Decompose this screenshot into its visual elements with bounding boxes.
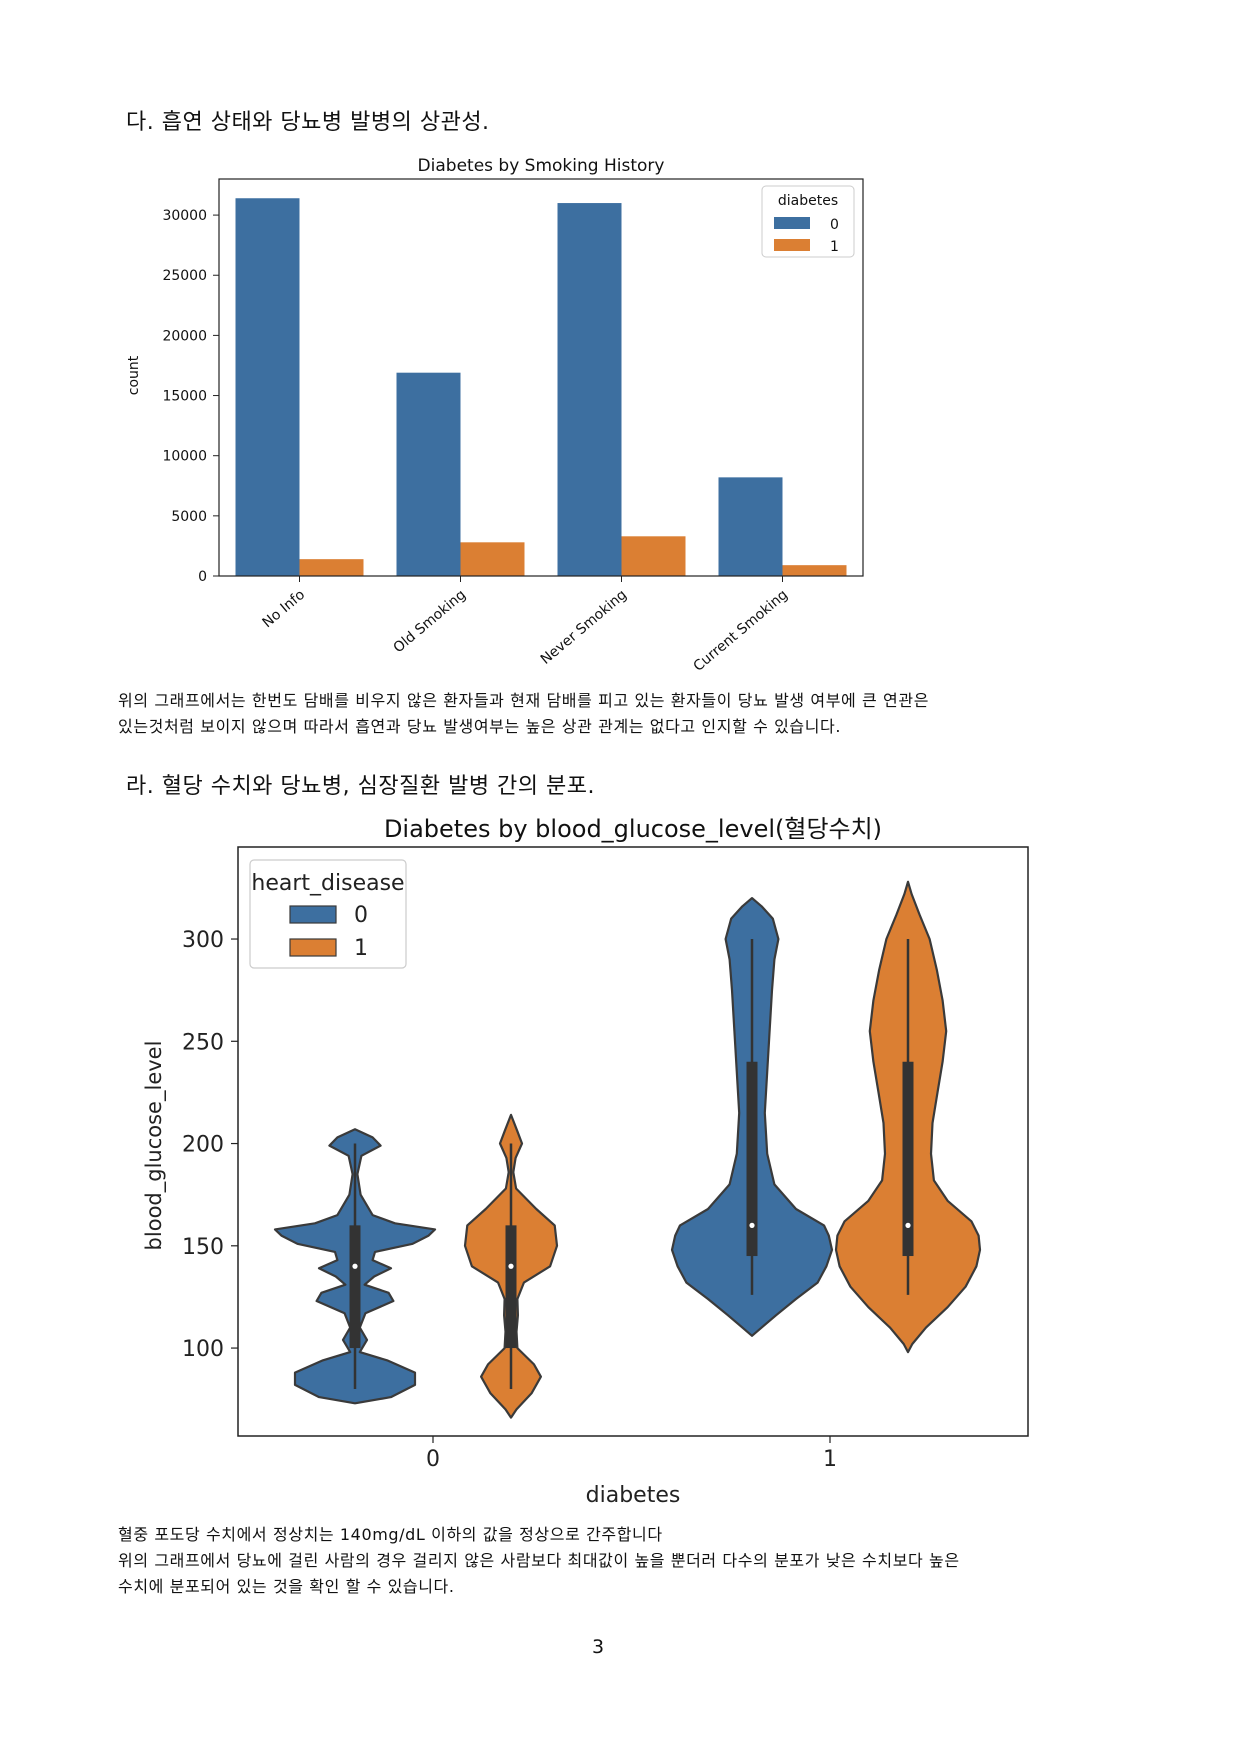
page-number: 3: [592, 1636, 605, 1658]
bar-y-tick-label: 0: [198, 569, 207, 585]
bar-y-tick-label: 30000: [162, 208, 207, 224]
bar-y-tick-label: 15000: [162, 389, 207, 405]
bar-y-tick-label: 20000: [162, 328, 207, 344]
violin-median-dot-diabetes-1-heart-0: [749, 1222, 755, 1228]
bar-old-smoking-series-1: [460, 542, 525, 576]
bar-legend-label-0: 0: [830, 217, 839, 233]
violin-y-tick-label: 300: [182, 928, 224, 953]
violin-chart-title: Diabetes by blood_glucose_level(혈당수치): [384, 815, 882, 843]
violin-median-dot-diabetes-0-heart-1: [508, 1263, 514, 1269]
violin-x-axis-label: diabetes: [586, 1483, 681, 1508]
bar-y-tick-label: 25000: [162, 268, 207, 284]
smoking-bar-chart: Diabetes by Smoking History 0 5000 10000 150…: [126, 156, 864, 675]
bar-chart-title: Diabetes by Smoking History: [418, 156, 665, 176]
bar-old-smoking-series-0: [396, 372, 461, 576]
violin-legend-label-0: 0: [354, 903, 368, 928]
violin-iqr-box-diabetes-1-heart-0: [746, 1061, 758, 1257]
violin-iqr-box-diabetes-0-heart-0: [349, 1225, 361, 1349]
bar-x-tick-label: Old Smoking: [391, 587, 470, 657]
section-d-paragraph-line-2: 위의 그래프에서 당뇨에 걸린 사람의 경우 걸리지 않은 사람보다 최대값이 …: [118, 1551, 960, 1570]
glucose-violin-chart: Diabetes by blood_glucose_level(혈당수치)100…: [142, 815, 1029, 1508]
bar-never-smoking-series-1: [621, 536, 686, 576]
violin-legend-label-1: 1: [354, 936, 368, 961]
bar-y-tick-label: 5000: [171, 509, 207, 525]
bar-y-axis-label: count: [126, 355, 142, 395]
violin-legend-swatch-0: [289, 905, 337, 924]
bar-x-tick-label: Current Smoking: [690, 587, 791, 675]
section-d-paragraph-line-1: 혈중 포도당 수치에서 정상치는 140mg/dL 이하의 값을 정상으로 간주…: [118, 1525, 663, 1544]
bar-legend-title: diabetes: [778, 193, 838, 209]
bar-no-info-series-0: [235, 198, 300, 577]
violin-y-tick-label: 200: [182, 1133, 224, 1158]
section-c-heading: 다. 흡연 상태와 당뇨병 발병의 상관성.: [126, 110, 490, 135]
bar-no-info-series-1: [299, 559, 364, 576]
violin-median-dot-diabetes-1-heart-1: [905, 1222, 911, 1228]
bar-current-smoking-series-0: [718, 477, 783, 576]
violin-y-tick-label: 100: [182, 1337, 224, 1362]
violin-legend-swatch-1: [289, 938, 337, 957]
bar-legend-swatch-1: [774, 239, 810, 251]
section-c-paragraph-line-2: 있는것처럼 보이지 않으며 따라서 흡연과 당뇨 발생여부는 높은 상관 관계는…: [118, 717, 842, 736]
violin-iqr-box-diabetes-0-heart-1: [505, 1225, 517, 1349]
violin-x-tick-label: 1: [823, 1447, 837, 1472]
violin-y-tick-label: 250: [182, 1030, 224, 1055]
violin-legend-title: heart_disease: [251, 871, 404, 896]
bar-y-tick-label: 10000: [162, 449, 207, 465]
bar-current-smoking-series-1: [782, 565, 847, 576]
violin-iqr-box-diabetes-1-heart-1: [902, 1061, 914, 1257]
section-d-heading: 라. 혈당 수치와 당뇨병, 심장질환 발병 간의 분포.: [126, 774, 595, 799]
bar-never-smoking-series-0: [557, 203, 622, 576]
violin-x-tick-label: 0: [426, 1447, 440, 1472]
violin-median-dot-diabetes-0-heart-0: [352, 1263, 358, 1269]
section-c-paragraph-line-1: 위의 그래프에서는 한번도 담배를 비우지 않은 환자들과 현재 담배를 피고 …: [118, 691, 930, 710]
violin-y-axis-label: blood_glucose_level: [142, 1041, 167, 1251]
violin-y-tick-label: 150: [182, 1235, 224, 1260]
section-d-paragraph-line-3: 수치에 분포되어 있는 것을 확인 할 수 있습니다.: [118, 1577, 455, 1596]
bar-x-tick-label: Never Smoking: [538, 587, 630, 668]
bar-legend-swatch-0: [774, 217, 810, 229]
bar-x-tick-label: No Info: [259, 587, 308, 631]
bar-legend-label-1: 1: [830, 239, 839, 255]
bar-plot-frame: [218, 178, 864, 577]
